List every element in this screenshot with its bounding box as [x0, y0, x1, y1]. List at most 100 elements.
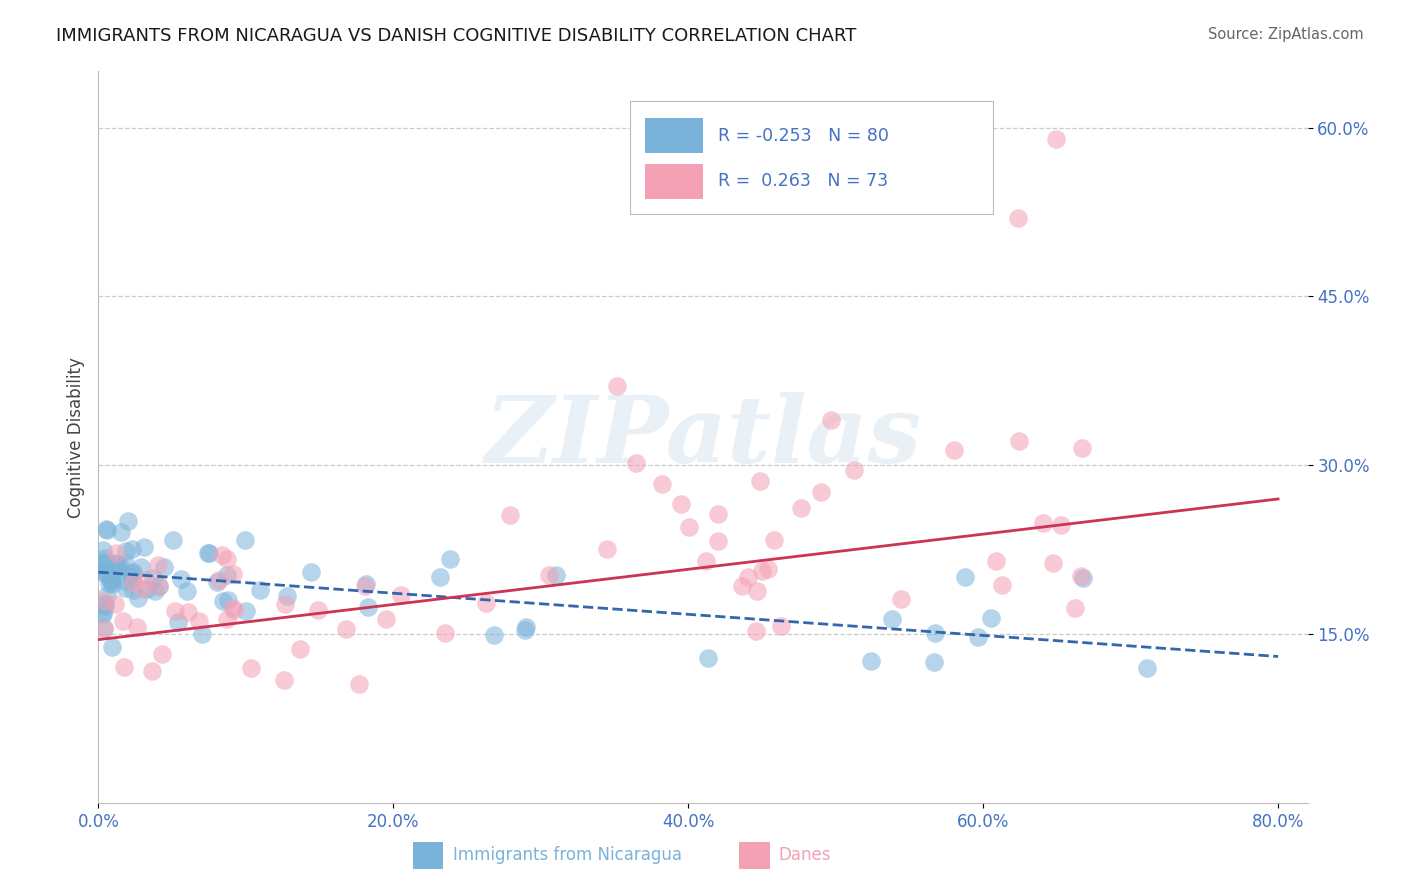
Point	[129, 560, 152, 574]
Point	[221, 566, 243, 581]
Point	[93, 622, 115, 636]
Point	[1136, 661, 1159, 675]
Point	[112, 574, 135, 588]
Point	[546, 568, 568, 582]
FancyBboxPatch shape	[630, 101, 993, 214]
Point	[91, 566, 114, 580]
Point	[91, 555, 114, 569]
Point	[148, 579, 170, 593]
Point	[762, 533, 785, 547]
Point	[745, 624, 768, 639]
Point	[100, 572, 122, 586]
Point	[121, 570, 143, 584]
Text: ZIPatlas: ZIPatlas	[485, 392, 921, 482]
Point	[96, 523, 118, 537]
Point	[844, 463, 866, 477]
Point	[217, 593, 239, 607]
Point	[669, 497, 692, 511]
Point	[273, 673, 295, 687]
Point	[121, 573, 143, 587]
Point	[104, 557, 127, 571]
Point	[953, 569, 976, 583]
Point	[91, 542, 114, 557]
Point	[170, 572, 193, 586]
Text: R =  0.263   N = 73: R = 0.263 N = 73	[717, 172, 887, 190]
Bar	[740, 842, 769, 869]
Point	[991, 577, 1014, 591]
Point	[890, 591, 912, 606]
Point	[375, 612, 398, 626]
Point	[98, 575, 121, 590]
Point	[606, 379, 628, 393]
Point	[924, 626, 946, 640]
Point	[233, 533, 256, 547]
Point	[651, 477, 673, 491]
Point	[110, 525, 132, 540]
Text: Immigrants from Nicaragua: Immigrants from Nicaragua	[453, 847, 682, 864]
Point	[93, 597, 115, 611]
Point	[749, 474, 772, 488]
Point	[91, 556, 114, 570]
Point	[105, 545, 128, 559]
Point	[163, 604, 186, 618]
Point	[104, 557, 127, 571]
Point	[115, 544, 138, 558]
Point	[347, 676, 370, 690]
Point	[224, 603, 246, 617]
Point	[1032, 516, 1054, 530]
Point	[143, 584, 166, 599]
Point	[162, 533, 184, 547]
Point	[235, 604, 257, 618]
Point	[112, 660, 135, 674]
Point	[239, 661, 262, 675]
Point	[150, 647, 173, 661]
Point	[335, 622, 357, 636]
Point	[354, 579, 377, 593]
Point	[94, 551, 117, 566]
Point	[117, 514, 139, 528]
Point	[93, 622, 115, 636]
Point	[121, 575, 143, 590]
Point	[135, 574, 157, 588]
Point	[176, 583, 198, 598]
Point	[221, 600, 243, 615]
Point	[136, 582, 159, 597]
Point	[745, 583, 768, 598]
Point	[499, 508, 522, 522]
Point	[1070, 569, 1092, 583]
Point	[176, 605, 198, 619]
Point	[389, 588, 412, 602]
Point	[146, 558, 169, 572]
Point	[515, 620, 537, 634]
Point	[198, 546, 221, 560]
Point	[751, 564, 773, 578]
Point	[211, 594, 233, 608]
Point	[142, 571, 165, 585]
Point	[1071, 441, 1094, 455]
Point	[707, 533, 730, 548]
Point	[1007, 211, 1029, 225]
Text: Danes: Danes	[778, 847, 831, 864]
Point	[101, 640, 124, 654]
Point	[624, 456, 647, 470]
Point	[191, 627, 214, 641]
Point	[274, 598, 297, 612]
Point	[429, 570, 451, 584]
Point	[93, 594, 115, 608]
Point	[1045, 132, 1067, 146]
Text: IMMIGRANTS FROM NICARAGUA VS DANISH COGNITIVE DISABILITY CORRELATION CHART: IMMIGRANTS FROM NICARAGUA VS DANISH COGN…	[56, 27, 856, 45]
Point	[1063, 601, 1085, 615]
Point	[101, 577, 124, 591]
Point	[108, 559, 131, 574]
Point	[943, 442, 966, 457]
Point	[596, 542, 619, 557]
Point	[678, 520, 700, 534]
Point	[122, 565, 145, 579]
Point	[1071, 571, 1094, 585]
Point	[966, 630, 988, 644]
Point	[538, 567, 561, 582]
Point	[357, 599, 380, 614]
Point	[482, 628, 505, 642]
Point	[882, 612, 904, 626]
Point	[166, 615, 188, 629]
